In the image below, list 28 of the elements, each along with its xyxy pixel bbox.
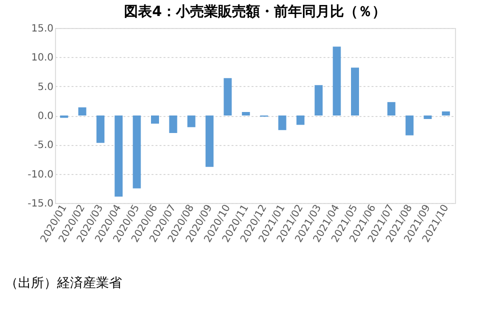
bar bbox=[296, 116, 304, 125]
bar bbox=[96, 116, 104, 143]
bar bbox=[114, 116, 123, 197]
text: （出所）経済産業省 bbox=[5, 275, 122, 291]
bar bbox=[278, 116, 286, 130]
bar bbox=[187, 116, 196, 128]
chart-title: 図表4：小売業販売額・前年同月比（％） bbox=[124, 3, 386, 20]
bar bbox=[351, 68, 359, 116]
bar bbox=[242, 112, 250, 116]
bar bbox=[78, 107, 86, 116]
bar bbox=[224, 78, 232, 116]
bar bbox=[406, 116, 414, 136]
y-tick-label: -10.0 bbox=[28, 169, 54, 180]
y-tick-label: -15.0 bbox=[28, 198, 54, 210]
y-tick-label: 15.0 bbox=[31, 24, 54, 34]
bar bbox=[132, 116, 141, 188]
bar bbox=[442, 111, 450, 116]
y-tick-label: 10.0 bbox=[31, 52, 54, 64]
y-tick-label: 0.0 bbox=[38, 111, 54, 122]
bar bbox=[169, 116, 178, 133]
bar bbox=[387, 102, 396, 116]
bar bbox=[314, 85, 323, 116]
bar bbox=[151, 116, 159, 124]
bar bbox=[332, 46, 341, 116]
bar bbox=[424, 116, 432, 119]
y-tick-label: -5.0 bbox=[34, 140, 54, 152]
y-tick-label: 5.0 bbox=[38, 82, 54, 93]
bar bbox=[206, 116, 214, 167]
